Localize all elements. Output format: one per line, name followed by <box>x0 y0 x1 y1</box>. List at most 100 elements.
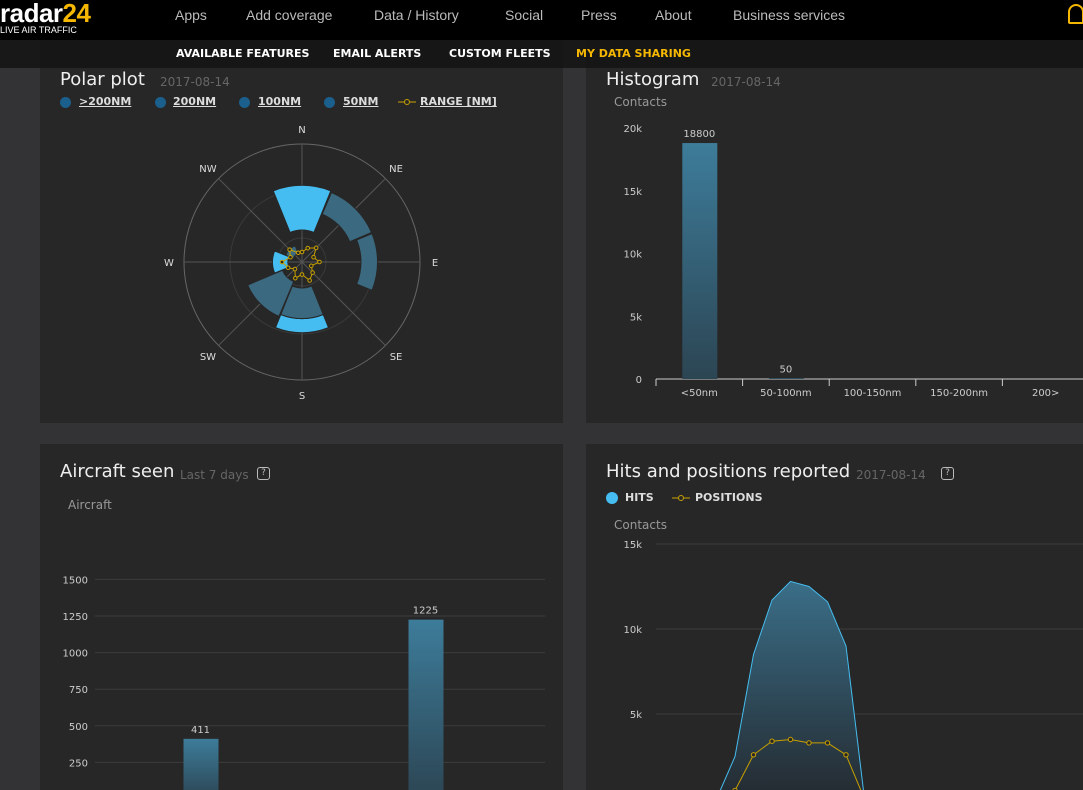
polar-sector-ne <box>321 191 373 243</box>
histogram-title: Histogram <box>606 69 700 90</box>
hits-area <box>720 581 864 790</box>
help-icon[interactable]: ? <box>257 467 270 480</box>
subnav-my-data-sharing[interactable]: MY DATA SHARING <box>576 47 691 60</box>
y-tick-label: 1000 <box>63 649 88 660</box>
hits-panel: Hits and positions reported 2017-08-14 ?… <box>586 444 1083 790</box>
subnav-available-features[interactable]: AVAILABLE FEATURES <box>176 47 310 60</box>
aircraft-y-label: Aircraft <box>68 498 112 512</box>
y-tick-label: 5k <box>630 312 642 323</box>
polar-sector-s <box>280 285 324 320</box>
nav-about[interactable]: About <box>655 7 692 23</box>
data-label: 18800 <box>683 129 715 140</box>
logo-text: radar <box>0 0 63 28</box>
positions-point <box>769 738 775 744</box>
legend-50nm[interactable]: 50NM <box>343 95 379 108</box>
range-line-icon <box>398 99 416 105</box>
help-icon[interactable]: ? <box>941 467 954 480</box>
top-nav: radar24 LIVE AIR TRAFFIC Apps Add covera… <box>0 0 1083 40</box>
logo-accent: 24 <box>62 0 91 28</box>
y-tick-label: 10k <box>623 625 642 636</box>
histogram-chart: 0 5k 10k 15k 20k <50nm 18800 50-100nm 50 100-150n… <box>623 124 1083 399</box>
direction-label-ne: NE <box>389 164 403 175</box>
positions-point <box>806 740 812 746</box>
x-tick-label: 150-200nm <box>930 388 988 399</box>
range-point <box>295 250 301 256</box>
hits-date: 2017-08-14 <box>856 468 926 482</box>
legend-100nm[interactable]: 100NM <box>258 95 302 108</box>
aircraft-bar <box>408 619 444 790</box>
legend-dot-icon <box>239 97 250 108</box>
hits-legend-dot-icon <box>606 492 618 504</box>
nav-add-coverage[interactable]: Add coverage <box>246 7 333 23</box>
subnav-custom-fleets[interactable]: CUSTOM FLEETS <box>449 47 551 60</box>
nav-business-services[interactable]: Business services <box>733 7 846 23</box>
range-point <box>307 278 312 283</box>
aircraft-chart: 250 500 750 1000 1250 1500 411 1225 <box>63 575 545 790</box>
y-tick-label: 15k <box>623 187 642 198</box>
range-point <box>311 254 316 260</box>
direction-label-n: N <box>298 125 305 136</box>
y-tick-label: 10k <box>623 250 642 261</box>
range-point <box>317 259 322 265</box>
histogram-y-label: Contacts <box>614 95 667 109</box>
range-point <box>293 275 298 281</box>
range-point <box>299 249 305 255</box>
histogram-bar <box>768 378 804 379</box>
legend-200nm[interactable]: 200NM <box>173 95 217 108</box>
aircraft-panel: Aircraft seen Last 7 days ? Aircraft 250… <box>40 444 563 790</box>
polar-date: 2017-08-14 <box>160 75 230 89</box>
direction-label-e: E <box>432 258 438 269</box>
legend-dot-icon <box>324 97 335 108</box>
y-tick-label: 1500 <box>63 575 88 586</box>
legend-dot-icon <box>60 97 71 108</box>
positions-point <box>750 752 757 758</box>
range-point <box>305 245 311 251</box>
logo-subtitle: LIVE AIR TRAFFIC <box>0 25 77 35</box>
x-tick-label: 200> <box>1032 388 1059 399</box>
direction-label-se: SE <box>390 352 403 363</box>
x-tick-label: 100-150nm <box>844 388 902 399</box>
range-point <box>292 266 298 272</box>
nav-press[interactable]: Press <box>581 7 617 23</box>
direction-label-nw: NW <box>199 164 216 175</box>
aircraft-title: Aircraft seen <box>60 461 175 482</box>
hits-line <box>719 580 864 790</box>
user-icon[interactable] <box>1068 4 1083 24</box>
polar-sector-sw <box>247 269 295 317</box>
range-point <box>299 272 305 277</box>
nav-data-history[interactable]: Data / History <box>374 7 459 23</box>
direction-label-s: S <box>299 391 305 402</box>
nav-social[interactable]: Social <box>505 7 544 23</box>
range-point <box>279 259 285 265</box>
hits-y-label: Contacts <box>614 518 667 532</box>
legend-positions[interactable]: POSITIONS <box>695 491 763 504</box>
x-tick-label: 50-100nm <box>760 388 812 399</box>
hits-title: Hits and positions reported <box>606 461 851 482</box>
legend-range[interactable]: RANGE [NM] <box>420 95 497 108</box>
range-point <box>310 270 315 275</box>
polar-title: Polar plot <box>60 69 145 90</box>
logo[interactable]: radar24 <box>0 0 91 29</box>
nav-apps[interactable]: Apps <box>175 7 207 23</box>
histogram-bar <box>682 143 718 379</box>
subnav-email-alerts[interactable]: EMAIL ALERTS <box>333 47 422 60</box>
direction-label-sw: SW <box>200 352 216 363</box>
legend-over-200nm[interactable]: >200NM <box>79 95 132 108</box>
polar-sector-nw <box>285 245 299 259</box>
legend-hits[interactable]: HITS <box>625 491 654 504</box>
y-tick-label: 15k <box>623 540 642 551</box>
range-point <box>288 254 293 260</box>
range-point <box>308 263 314 269</box>
y-tick-label: 500 <box>69 722 88 733</box>
y-tick-label: 250 <box>69 758 88 769</box>
positions-line <box>734 738 862 790</box>
range-point <box>285 265 291 271</box>
y-tick-label: 1250 <box>63 612 88 623</box>
range-point <box>287 247 292 252</box>
aircraft-subtitle: Last 7 days <box>180 468 249 482</box>
y-tick-label: 750 <box>69 685 88 696</box>
data-label: 50 <box>780 364 793 375</box>
histogram-date: 2017-08-14 <box>711 75 781 89</box>
data-label: 411 <box>191 725 210 736</box>
polar-sector-n <box>272 184 332 234</box>
